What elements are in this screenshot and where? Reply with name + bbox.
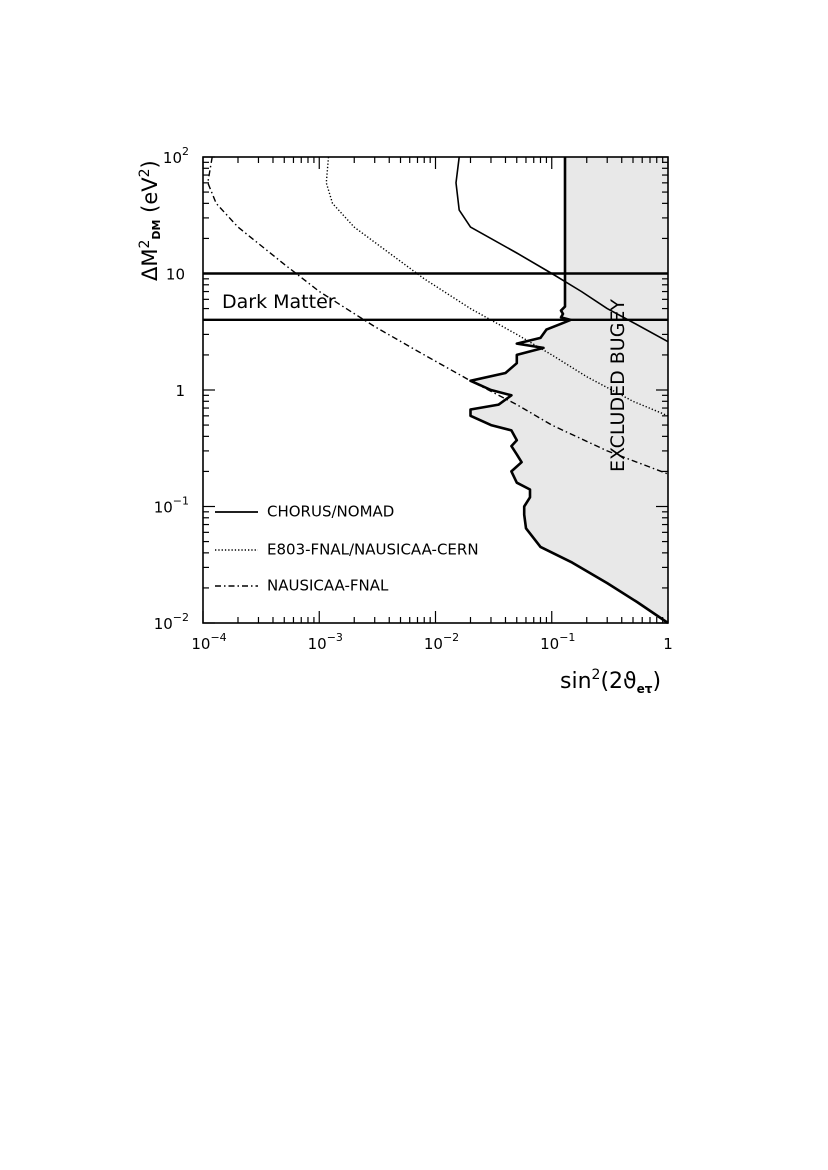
y-axis-title-sup: 2 (137, 240, 153, 249)
y-axis-title-unit-sup: 2 (137, 168, 153, 177)
x-axis-title: sin2(2ϑeτ) (560, 667, 661, 696)
y-axis-title-main: ΔM (138, 249, 162, 281)
x-axis-title-arg: (2ϑ (600, 669, 636, 694)
y-axis-title-unit: (eV (138, 177, 162, 220)
x-tick-label: 10−1 (540, 631, 575, 653)
x-tick-label: 10−2 (424, 631, 459, 653)
x-tick-label: 1 (663, 635, 673, 653)
exclusion-region-layer (470, 157, 668, 623)
plot-frame (202, 156, 669, 624)
exclusion-boundary-line (469, 157, 669, 625)
svg-text:sin2(2ϑeτ): sin2(2ϑeτ) (560, 667, 661, 696)
x-axis-title-main: sin (560, 669, 592, 694)
x-axis-title-sup: 2 (592, 667, 601, 683)
series-line-2 (325, 156, 669, 417)
series-lines-layer (203, 156, 669, 625)
x-tick-label: 10−4 (191, 631, 226, 653)
y-tick-label: 10 (166, 266, 185, 284)
x-tick-label: 10−3 (308, 631, 343, 653)
legend: CHORUS/NOMAD E803-FNAL/NAUSICAA-CERN NAU… (215, 503, 479, 595)
legend-label-nausicaa: NAUSICAA-FNAL (267, 577, 389, 595)
y-tick-label: 10−1 (154, 495, 189, 517)
series-line-1 (455, 156, 669, 343)
excluded-bugey-label: EXCLUDED BUGEY (607, 299, 629, 472)
x-axis-title-sub: eτ (637, 682, 653, 696)
tick-labels-layer: 10−4 10−3 10−2 10−1 1 10−2 10−1 1 10 102 (154, 145, 673, 653)
x-axis-title-close: ) (652, 669, 661, 694)
legend-label-chorus: CHORUS/NOMAD (267, 503, 394, 521)
y-tick-label: 102 (163, 145, 189, 167)
y-axis-title-close: ) (138, 160, 162, 168)
y-tick-label: 1 (175, 382, 185, 400)
y-tick-label: 10−2 (154, 611, 189, 633)
dark-matter-label: Dark Matter (222, 291, 336, 313)
svg-text:ΔM2DM (eV2): ΔM2DM (eV2) (137, 160, 163, 281)
exclusion-region-fill (470, 157, 668, 623)
legend-label-e803: E803-FNAL/NAUSICAA-CERN (267, 541, 479, 559)
y-axis-title: ΔM2DM (eV2) (137, 160, 163, 281)
y-axis-title-sub: DM (150, 220, 163, 240)
